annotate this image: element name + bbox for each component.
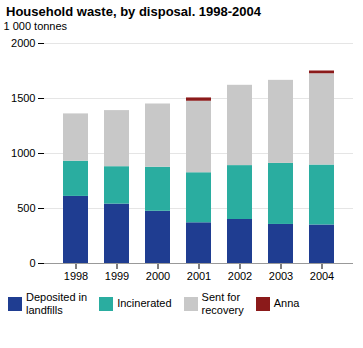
html-text:Household waste, by disposal.: Household waste, by disposal. 1998-2004 xyxy=(6,4,261,19)
html-text:Anna: Anna xyxy=(273,297,300,310)
svg-text:500: 500 xyxy=(17,202,35,214)
html-text:Incinerated: Incinerated xyxy=(117,297,172,310)
svg-text:2001: 2001 xyxy=(187,270,211,282)
svg-text:1000: 1000 xyxy=(11,147,35,159)
html-text:Sent for recovery: Sent for recovery xyxy=(201,291,244,316)
svg-text:2003: 2003 xyxy=(269,270,293,282)
svg-text:2000: 2000 xyxy=(146,270,170,282)
svg-text:1999: 1999 xyxy=(105,270,129,282)
svg-text:2002: 2002 xyxy=(228,270,252,282)
svg-text:1 000 tonnes: 1 000 tonnes xyxy=(4,20,68,32)
html-text:Deposited in landfills: Deposited in landfills xyxy=(26,291,88,316)
svg-text:1500: 1500 xyxy=(11,92,35,104)
svg-text:2000: 2000 xyxy=(11,37,35,49)
svg-text:1998: 1998 xyxy=(64,270,88,282)
svg-text:2004: 2004 xyxy=(310,270,334,282)
svg-text:0: 0 xyxy=(29,257,35,269)
